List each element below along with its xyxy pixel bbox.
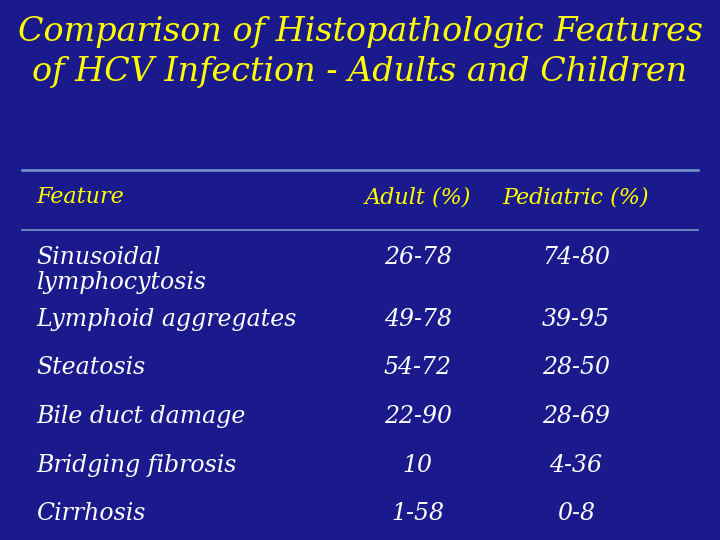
Text: Adult (%): Adult (%) [364,186,471,208]
Text: 1-58: 1-58 [391,502,444,525]
Text: Comparison of Histopathologic Features
of HCV Infection - Adults and Children: Comparison of Histopathologic Features o… [17,16,703,87]
Text: 10: 10 [402,454,433,477]
Text: 54-72: 54-72 [384,356,451,380]
Text: Lymphoid aggregates: Lymphoid aggregates [36,308,297,331]
Text: Sinusoidal
lymphocytosis: Sinusoidal lymphocytosis [36,246,206,294]
Text: 26-78: 26-78 [384,246,451,269]
Text: Bile duct damage: Bile duct damage [36,405,246,428]
Text: 0-8: 0-8 [557,502,595,525]
Text: Cirrhosis: Cirrhosis [36,502,145,525]
Text: Feature: Feature [36,186,124,208]
Text: 39-95: 39-95 [542,308,610,331]
Text: 28-69: 28-69 [542,405,610,428]
Text: 49-78: 49-78 [384,308,451,331]
Text: 28-50: 28-50 [542,356,610,380]
Text: Bridging fibrosis: Bridging fibrosis [36,454,236,477]
Text: Steatosis: Steatosis [36,356,145,380]
Text: Pediatric (%): Pediatric (%) [503,186,649,208]
Text: 4-36: 4-36 [549,454,603,477]
Text: 22-90: 22-90 [384,405,451,428]
Text: 74-80: 74-80 [542,246,610,269]
